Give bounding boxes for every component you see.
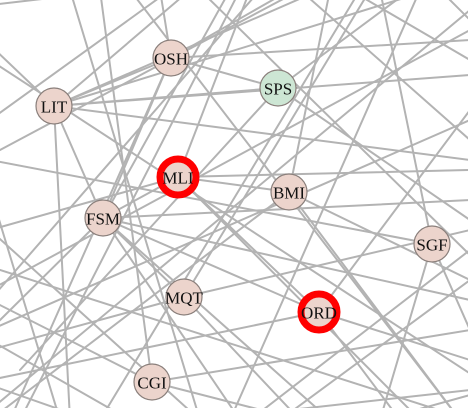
- edge-line-39: [0, 176, 179, 229]
- edge-line-66: [365, 0, 468, 60]
- edge-line-8: [234, 0, 417, 408]
- edge-line-77: [0, 0, 158, 115]
- node-label: ORD: [301, 304, 337, 323]
- node-circle[interactable]: [35, 87, 73, 125]
- edge-line-76: [309, 0, 468, 140]
- node-cgi[interactable]: CGI: [133, 363, 171, 401]
- edge-line-43: [288, 191, 468, 281]
- edge-line-68: [298, 389, 468, 408]
- edge-line-60: [183, 296, 291, 408]
- edge-line-59: [0, 296, 185, 349]
- node-label: FSM: [86, 210, 120, 229]
- node-label: OSH: [154, 50, 188, 69]
- node-circle[interactable]: [84, 199, 122, 237]
- edge-line-17: [53, 105, 71, 408]
- edge-line-1: [0, 0, 284, 151]
- edge-line-50: [0, 160, 433, 245]
- edge-line-3: [0, 65, 468, 374]
- node-label: CGI: [137, 374, 167, 393]
- edge-line-72: [0, 219, 58, 408]
- edge-line-18: [53, 105, 104, 219]
- nodes-layer: OSH LIT SPS MLI BMI FSM SGF MQT ORD CGI: [35, 39, 451, 401]
- edge-line-27: [0, 217, 104, 322]
- edge-line-63: [151, 381, 258, 408]
- edge-line-33: [170, 39, 468, 59]
- edge-line-61: [183, 0, 366, 298]
- edge-line-51: [382, 243, 433, 408]
- node-osh[interactable]: OSH: [152, 39, 190, 77]
- node-mli[interactable]: MLI: [156, 155, 200, 199]
- edge-line-13: [53, 105, 468, 161]
- edge-line-40: [177, 0, 248, 178]
- edge-line-67: [0, 0, 43, 5]
- edge-line-73: [448, 0, 468, 20]
- node-circle[interactable]: [133, 363, 171, 401]
- node-label: LIT: [41, 98, 68, 117]
- node-label: MQT: [165, 289, 203, 308]
- node-circle[interactable]: [413, 225, 451, 263]
- edge-line-70: [294, 280, 468, 408]
- edge-line-23: [102, 217, 468, 301]
- edge-line-37: [177, 169, 468, 178]
- node-lit[interactable]: LIT: [35, 87, 73, 125]
- edge-line-79: [0, 387, 59, 408]
- node-label: SGF: [416, 236, 447, 255]
- edge-line-15: [53, 0, 180, 107]
- edge-line-78: [208, 0, 468, 255]
- node-label: BMI: [273, 184, 305, 203]
- edge-line-47: [277, 87, 468, 220]
- node-mqt[interactable]: MQT: [165, 278, 204, 316]
- edge-line-11: [0, 10, 468, 403]
- edge-line-41: [177, 176, 410, 408]
- edge-line-48: [277, 0, 399, 89]
- edge-line-21: [53, 0, 401, 107]
- edge-line-35: [170, 0, 275, 59]
- edge-line-53: [381, 0, 433, 245]
- edge-line-34: [14, 57, 172, 408]
- node-circle-highlighted[interactable]: [156, 155, 200, 199]
- edge-line-69: [0, 269, 436, 408]
- edge-line-62: [151, 329, 468, 383]
- node-circle[interactable]: [259, 69, 297, 107]
- node-circle[interactable]: [270, 173, 308, 211]
- edge-line-65: [100, 0, 153, 383]
- node-circle[interactable]: [152, 39, 190, 77]
- edge-line-2: [71, 0, 198, 408]
- node-label: MLI: [162, 169, 194, 188]
- edge-line-10: [0, 119, 468, 327]
- edge-line-49: [19, 87, 279, 371]
- edge-line-6: [25, 0, 237, 408]
- edge-line-24: [102, 217, 320, 313]
- edge-line-45: [288, 191, 453, 408]
- node-bmi[interactable]: BMI: [270, 173, 308, 211]
- edge-line-0: [0, 0, 253, 291]
- edge-line-74: [0, 344, 112, 408]
- node-circle[interactable]: [165, 278, 203, 316]
- node-label: SPS: [264, 80, 292, 99]
- edge-line-20: [53, 87, 279, 107]
- edge-line-55: [318, 311, 393, 408]
- edge-line-30: [102, 0, 226, 219]
- node-circle-highlighted[interactable]: [297, 290, 341, 334]
- edge-line-26: [102, 217, 234, 408]
- node-sgf[interactable]: SGF: [413, 225, 451, 263]
- node-ord[interactable]: ORD: [297, 290, 341, 334]
- node-sps[interactable]: SPS: [259, 69, 297, 107]
- edge-line-64: [0, 303, 153, 383]
- edge-line-9: [0, 29, 468, 286]
- node-fsm[interactable]: FSM: [84, 199, 122, 237]
- edge-line-57: [318, 111, 468, 313]
- edge-line-75: [263, 250, 468, 408]
- edge-line-46: [4, 191, 290, 408]
